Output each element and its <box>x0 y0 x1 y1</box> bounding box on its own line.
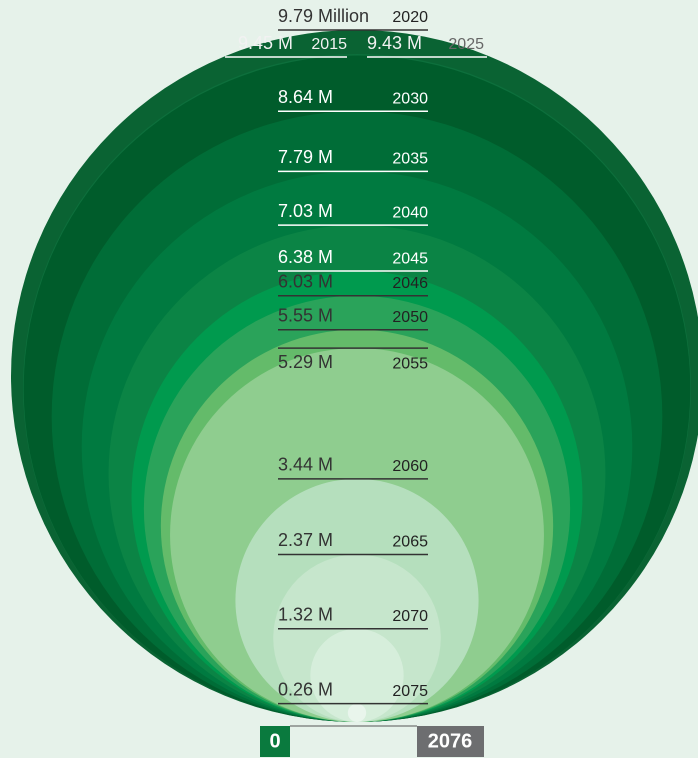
value-label: 7.03 M <box>278 201 333 221</box>
year-label: 2020 <box>392 9 428 26</box>
year-label: 2060 <box>392 458 428 475</box>
year-label: 2050 <box>392 309 428 326</box>
value-label: 0.26 M <box>278 679 333 699</box>
value-label: 2.37 M <box>278 530 333 550</box>
zero-label: 0 <box>269 730 280 752</box>
value-label: 9.43 M <box>367 33 422 53</box>
value-label: 6.38 M <box>278 247 333 267</box>
end-year-box <box>417 726 484 757</box>
value-label: 7.79 M <box>278 147 333 167</box>
year-label: 2070 <box>392 608 428 625</box>
value-label: 9.79 Million <box>278 6 369 26</box>
year-label: 2035 <box>392 151 428 168</box>
value-label: 8.64 M <box>278 87 333 107</box>
circle <box>347 703 367 722</box>
year-label: 2045 <box>392 250 428 267</box>
year-label: 2040 <box>392 204 428 221</box>
end-year-label: 2076 <box>428 730 473 752</box>
zero-box <box>260 726 290 757</box>
year-label: 2030 <box>392 91 428 108</box>
year-label: 2025 <box>448 36 484 53</box>
value-label: 6.03 M <box>278 272 333 292</box>
value-label: 9.45 M <box>238 33 293 53</box>
value-label: 5.29 M <box>278 352 333 372</box>
value-label: 3.44 M <box>278 455 333 475</box>
year-label: 2046 <box>392 275 428 292</box>
year-label: 2065 <box>392 534 428 551</box>
circle <box>310 628 404 722</box>
value-label: 5.55 M <box>278 305 333 325</box>
year-label: 2075 <box>392 683 428 700</box>
year-label: 2015 <box>311 36 347 53</box>
year-label: 2055 <box>392 355 428 372</box>
value-label: 1.32 M <box>278 604 333 624</box>
